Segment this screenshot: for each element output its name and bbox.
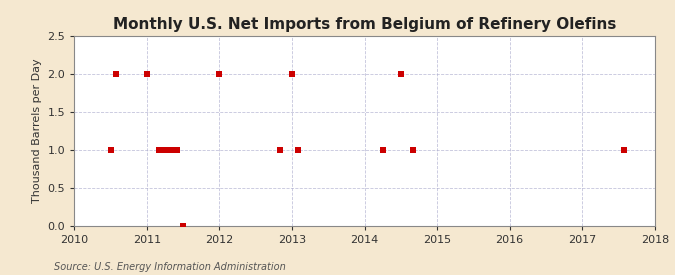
Point <box>214 72 225 76</box>
Point <box>178 223 188 228</box>
Point <box>274 147 285 152</box>
Point <box>619 147 630 152</box>
Point <box>142 72 153 76</box>
Point <box>396 72 406 76</box>
Text: Source: U.S. Energy Information Administration: Source: U.S. Energy Information Administ… <box>54 262 286 272</box>
Point <box>172 147 183 152</box>
Point <box>292 147 303 152</box>
Point <box>408 147 418 152</box>
Title: Monthly U.S. Net Imports from Belgium of Refinery Olefins: Monthly U.S. Net Imports from Belgium of… <box>113 17 616 32</box>
Point <box>377 147 388 152</box>
Point <box>286 72 297 76</box>
Y-axis label: Thousand Barrels per Day: Thousand Barrels per Day <box>32 58 42 203</box>
Point <box>159 147 170 152</box>
Point <box>111 72 122 76</box>
Point <box>154 147 165 152</box>
Point <box>165 147 176 152</box>
Point <box>105 147 116 152</box>
